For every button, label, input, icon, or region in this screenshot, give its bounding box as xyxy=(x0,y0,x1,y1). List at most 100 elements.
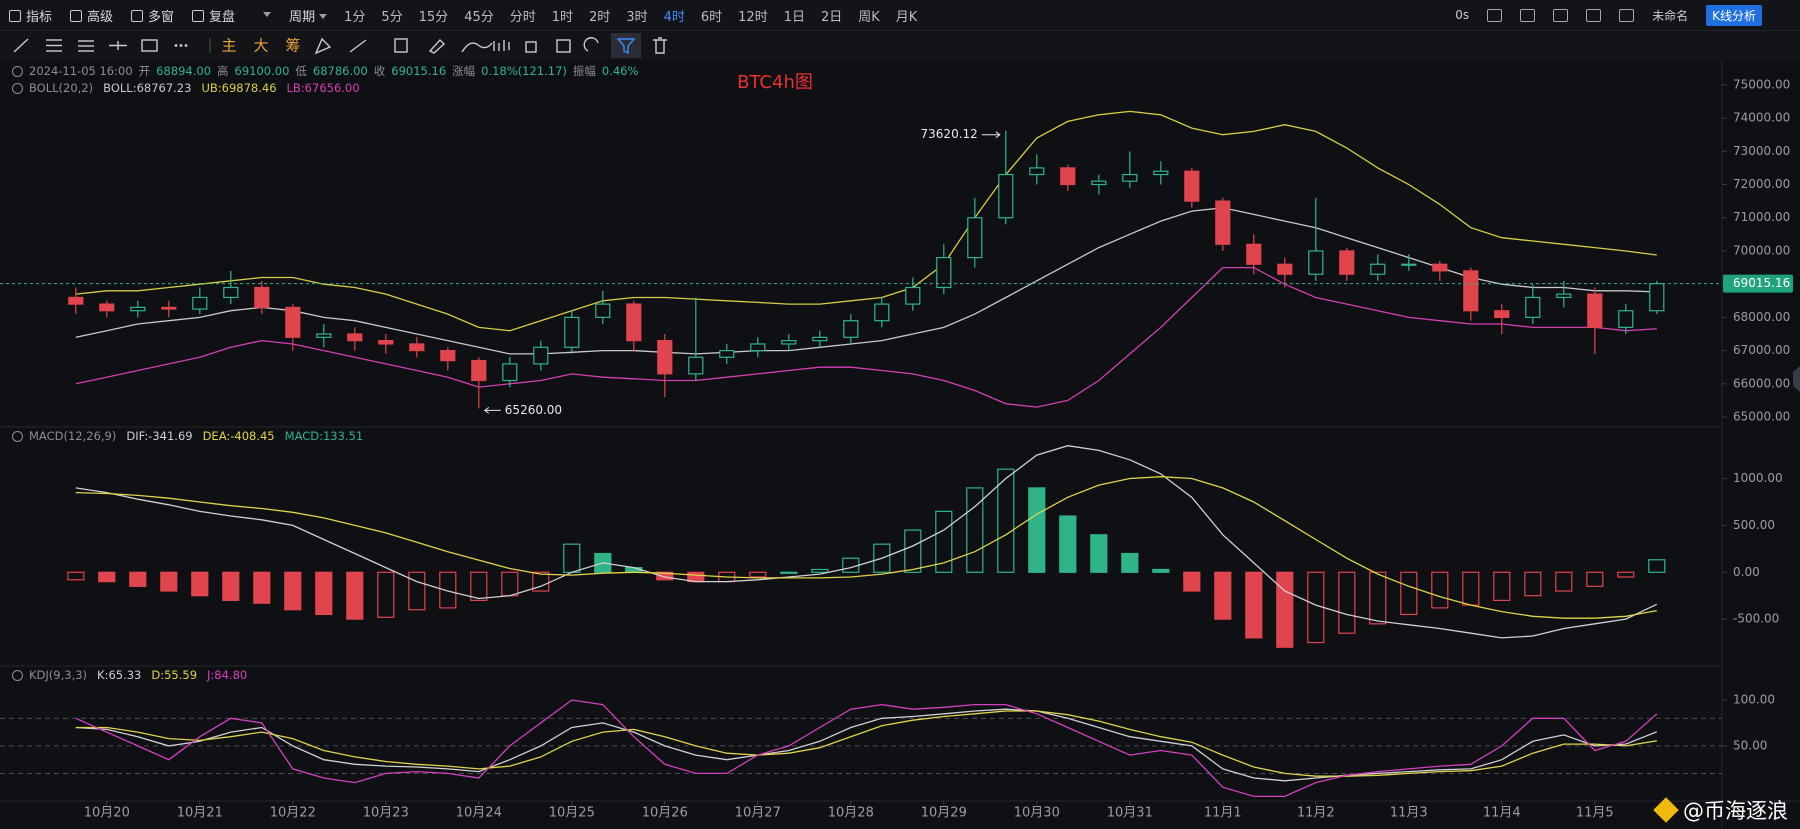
side-tab[interactable] xyxy=(1793,366,1800,392)
candle-body xyxy=(533,346,549,365)
period-option[interactable]: 15分 xyxy=(418,9,449,25)
candle-body xyxy=(1091,180,1107,186)
macd-bar xyxy=(346,571,364,620)
candle-body xyxy=(936,256,952,289)
candle-body xyxy=(130,306,146,312)
ohlc-value: 68786.00 xyxy=(312,64,368,78)
period-option[interactable]: 12时 xyxy=(738,9,768,25)
macd-bar xyxy=(67,571,85,581)
ohlc-label: 高 xyxy=(217,64,229,78)
x-tick-label: 10月20 xyxy=(84,806,130,821)
menu-item[interactable] xyxy=(250,8,280,23)
y-tick-label: 73000.00 xyxy=(1733,144,1790,158)
indicator-line xyxy=(75,476,1657,619)
menu-item[interactable]: 多窗 xyxy=(122,6,183,25)
menu-item[interactable]: 高级 xyxy=(61,6,122,25)
chip[interactable]: 筹 xyxy=(285,37,300,55)
period-option[interactable]: 周K xyxy=(858,9,880,25)
candle-body xyxy=(440,350,456,362)
candle-body xyxy=(1525,296,1541,318)
candle-body xyxy=(1432,263,1448,272)
icon-button[interactable] xyxy=(1586,8,1602,22)
period-option[interactable]: 1时 xyxy=(551,9,574,25)
period-menu[interactable]: 周期 xyxy=(280,6,336,25)
menu-item[interactable]: 指标 xyxy=(0,6,61,25)
macd-bar xyxy=(129,571,147,587)
y-tick-label: -500.00 xyxy=(1733,612,1779,626)
candle-body xyxy=(347,333,363,342)
macd-bar xyxy=(532,571,550,592)
layout-name[interactable]: 未命名 xyxy=(1652,8,1689,23)
legend-entry: D:55.59 xyxy=(151,668,198,682)
candle-body xyxy=(316,333,332,338)
icon-button[interactable] xyxy=(1520,8,1536,22)
period-option[interactable]: 月K xyxy=(895,9,918,25)
ohlc-header: 2024-11-05 16:00 开 68894.00 高 69100.00 低 68786… xyxy=(12,63,638,79)
ohlc-value: 0.46% xyxy=(601,64,639,78)
period-option[interactable]: 45分 xyxy=(464,9,494,25)
candle-body xyxy=(471,359,487,382)
icon-button[interactable] xyxy=(1487,8,1503,22)
legend-entry: MACD:133.51 xyxy=(284,429,364,443)
indicator-name: KDJ(9,3,3) xyxy=(29,668,88,682)
indicator-header: KDJ(9,3,3) K:65.33 D:55.59 J:84.80 xyxy=(12,668,247,682)
tool-rect[interactable] xyxy=(141,39,158,52)
period-option[interactable]: 5分 xyxy=(381,9,403,25)
macd-bar xyxy=(1586,571,1604,587)
tool-more[interactable] xyxy=(174,44,188,47)
candle-body xyxy=(1246,243,1262,265)
macd-bar xyxy=(1059,515,1077,573)
tool-filter[interactable] xyxy=(616,38,636,55)
drawing-icons: 主大筹 xyxy=(13,33,667,58)
macd-bar xyxy=(1090,534,1108,573)
icon-button[interactable] xyxy=(1553,8,1569,22)
indicator-name: MACD(12,26,9) xyxy=(29,429,117,443)
chip[interactable]: 大 xyxy=(253,37,268,55)
tool-group-2[interactable] xyxy=(314,37,599,55)
legend-entry: BOLL:68767.23 xyxy=(103,81,192,95)
period-option[interactable]: 4时 xyxy=(663,9,685,25)
tool-line[interactable] xyxy=(13,38,29,53)
period-option[interactable]: 1日 xyxy=(783,9,805,25)
indicator-line xyxy=(75,445,1658,639)
x-tick-label: 11月3 xyxy=(1390,806,1428,821)
ohlc-label: 开 xyxy=(138,64,151,78)
macd-bar xyxy=(1493,571,1511,601)
period-option[interactable]: 1分 xyxy=(344,9,366,25)
last-price-box xyxy=(1723,274,1793,293)
candle-body xyxy=(1370,263,1386,275)
watermark: @币海逐浪 xyxy=(1653,795,1788,825)
candle-body xyxy=(812,336,828,342)
legend-entry: LB:67656.00 xyxy=(286,81,360,95)
macd-bar xyxy=(1183,571,1201,592)
period-option[interactable]: 2日 xyxy=(820,9,843,25)
menu-item[interactable]: 复盘 xyxy=(183,6,244,25)
macd-bar xyxy=(439,571,457,609)
macd-bar xyxy=(501,571,519,597)
tool-parallel[interactable] xyxy=(78,40,94,52)
macd-bar xyxy=(1369,571,1387,625)
x-tick-label: 10月22 xyxy=(270,806,316,821)
period-option[interactable]: 2时 xyxy=(589,9,611,25)
macd-bar xyxy=(997,468,1015,573)
top-toolbar: 指标 高级 多窗 复盘 周期 1分 5分 15分 45分 分时 1时 2时 3时 4时 6时 12时 1日 2日周… xyxy=(0,0,1800,31)
period-option[interactable]: 6时 xyxy=(700,9,723,25)
tool-delete[interactable] xyxy=(653,37,667,54)
y-tick-label: 0.00 xyxy=(1733,565,1760,579)
candle-body xyxy=(781,340,797,345)
chip[interactable]: 主 xyxy=(221,37,236,55)
kline-analysis-button[interactable]: K线分析 xyxy=(1706,4,1762,26)
x-tick-label: 10月21 xyxy=(177,806,223,821)
icon-button[interactable] xyxy=(1619,8,1635,22)
macd-bar xyxy=(1121,552,1139,573)
tool-ray[interactable] xyxy=(109,41,127,50)
macd-bar xyxy=(408,571,426,611)
period-option[interactable]: 分时 xyxy=(509,9,536,25)
candle-body xyxy=(254,286,270,309)
x-tick-label: 10月28 xyxy=(828,806,874,821)
candle-body xyxy=(1122,173,1138,182)
candle-body xyxy=(905,286,921,305)
candle-body xyxy=(409,343,425,352)
period-option[interactable]: 3时 xyxy=(626,9,648,25)
tool-hlines[interactable] xyxy=(46,39,62,52)
